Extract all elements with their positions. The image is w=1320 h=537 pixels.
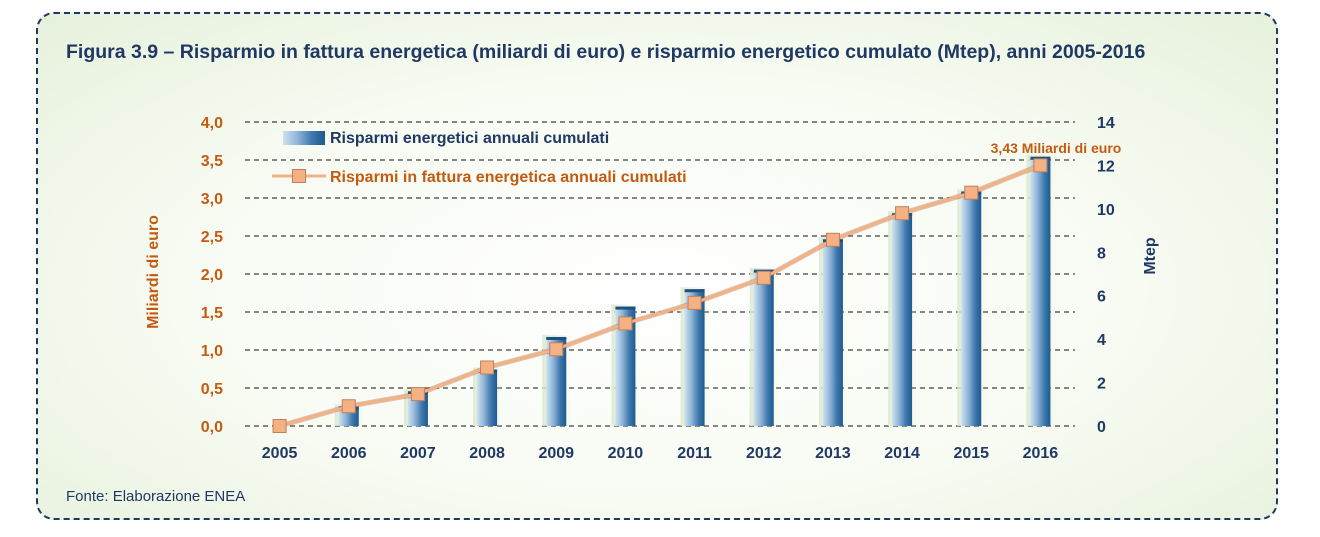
legend-line-label: Risparmi in fattura energetica annuali c…	[330, 169, 687, 186]
legend-line-marker	[292, 169, 306, 183]
bar	[961, 191, 982, 426]
y2-tick-label: 12	[1097, 158, 1115, 175]
axes: 0,0 0,5 1,0 1,5 2,0 2,5 3,0 3,5 4,0 0 2 4 6 8 10 12 14 20…	[201, 115, 1115, 462]
x-tick-label: 2005	[262, 445, 298, 462]
line-point	[341, 399, 356, 414]
line-point	[687, 295, 702, 310]
legend: Risparmi energetici annuali cumulati Risp…	[272, 130, 687, 186]
line-point	[618, 316, 633, 331]
figure-frame: Figura 3.9 – Risparmio in fattura energe…	[36, 12, 1278, 520]
bar	[684, 289, 705, 426]
y2-tick-label: 8	[1097, 245, 1106, 262]
y2-tick-label: 6	[1097, 289, 1106, 306]
x-tick-label: 2006	[331, 445, 367, 462]
bar-top	[684, 289, 705, 293]
y2-tick-label: 4	[1097, 332, 1106, 349]
y-tick-label: 0,0	[201, 419, 223, 436]
figure-source: Fonte: Elaborazione ENEA	[66, 488, 246, 505]
y-tick-label: 2,5	[201, 229, 223, 246]
y-tick-label: 0,5	[201, 381, 223, 398]
bar	[477, 369, 498, 426]
line-series-path	[279, 163, 1041, 428]
line-series-shadow	[278, 162, 1042, 429]
line-point	[272, 419, 287, 433]
bar	[546, 336, 567, 426]
bar-top	[546, 336, 567, 340]
line-point	[480, 360, 495, 375]
bar	[753, 269, 774, 426]
line-point	[1033, 158, 1048, 173]
grid-lines	[245, 121, 1075, 427]
x-tick-label: 2014	[884, 445, 920, 462]
y-tick-label: 3,5	[201, 153, 223, 170]
y-tick-label: 1,0	[201, 343, 223, 360]
y2-tick-label: 2	[1097, 376, 1106, 393]
bar	[1030, 156, 1051, 426]
bar-top	[1030, 156, 1051, 160]
annotation-label: 3,43 Miliardi di euro	[991, 140, 1122, 156]
y2-tick-label: 10	[1097, 202, 1115, 219]
line-point	[964, 185, 979, 200]
y-tick-label: 3,0	[201, 191, 223, 208]
line-point	[410, 387, 425, 402]
line-series	[272, 158, 1048, 433]
y2-tick-label: 0	[1097, 419, 1106, 436]
x-tick-label: 2016	[1023, 445, 1059, 462]
y-tick-label: 4,0	[201, 115, 223, 132]
line-point	[825, 232, 840, 247]
y2-tick-label: 14	[1097, 115, 1115, 132]
x-tick-label: 2011	[677, 445, 712, 462]
line-point	[895, 206, 910, 221]
figure-title: Figura 3.9 – Risparmio in fattura energe…	[66, 41, 1146, 63]
x-tick-label: 2009	[538, 445, 574, 462]
bar	[892, 213, 913, 426]
bar	[822, 239, 843, 426]
bars	[334, 154, 1057, 426]
x-tick-label: 2012	[746, 445, 782, 462]
x-tick-label: 2008	[469, 445, 505, 462]
bar	[615, 306, 636, 426]
x-tick-label: 2015	[953, 445, 989, 462]
y-tick-label: 1,5	[201, 305, 223, 322]
y2-axis-label: Mtep	[1142, 237, 1159, 275]
line-point	[756, 270, 771, 285]
x-tick-label: 2013	[815, 445, 851, 462]
line-point	[549, 342, 564, 357]
y-axis-label: Miliardi di euro	[145, 215, 162, 329]
x-tick-label: 2010	[608, 445, 644, 462]
legend-bar-label: Risparmi energetici annuali cumulati	[330, 130, 609, 147]
legend-bar-swatch	[283, 131, 325, 145]
x-tick-label: 2007	[400, 445, 436, 462]
y-tick-label: 2,0	[201, 267, 223, 284]
bar-top	[615, 306, 636, 310]
